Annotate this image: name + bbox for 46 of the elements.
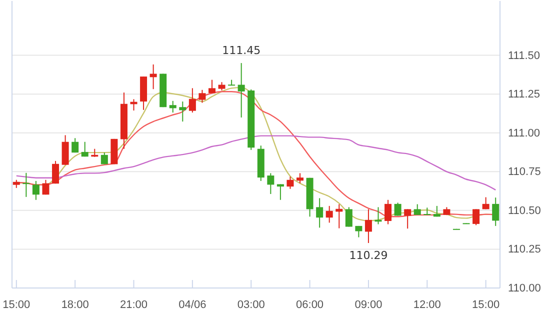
- candlestick: [267, 172, 274, 194]
- candlestick: [198, 89, 206, 104]
- annotation: 110.29: [349, 249, 388, 262]
- candlestick: [336, 204, 343, 229]
- candlestick: [81, 141, 88, 158]
- x-tick-label: 06:00: [296, 298, 324, 311]
- x-tick-label: 12:00: [413, 298, 441, 311]
- y-tick-label: 111.25: [508, 88, 540, 101]
- x-tick-label: 04/06: [178, 298, 206, 311]
- candlestick: [169, 100, 176, 114]
- candlestick: [364, 208, 372, 244]
- candlestick: [179, 101, 186, 122]
- candlestick: [32, 180, 40, 200]
- candlestick: [394, 202, 402, 216]
- candlestick: [404, 208, 412, 230]
- x-tick-label: 15:00: [2, 298, 30, 311]
- candlestick: [72, 138, 79, 154]
- candlestick: [286, 176, 294, 190]
- candlestick: [208, 79, 216, 94]
- candlestick: [345, 206, 352, 228]
- x-tick-label: 18:00: [61, 298, 89, 311]
- candlestick: [188, 88, 196, 114]
- y-tick-label: 111.50: [508, 50, 540, 62]
- candlestick: [42, 179, 50, 196]
- candlestick: [238, 62, 245, 118]
- x-tick-label: 03:00: [237, 298, 265, 311]
- candlestick: [276, 184, 284, 200]
- candlestick: [316, 198, 324, 228]
- candlestick: [472, 208, 480, 226]
- annotation: 111.45: [222, 44, 261, 58]
- x-tick-label: 21:00: [120, 298, 148, 311]
- y-tick-label: 111.00: [508, 127, 540, 140]
- candlestick: [326, 205, 333, 224]
- candlestick: [384, 199, 392, 225]
- candlestick: [296, 172, 304, 184]
- x-tick-label: 15:00: [472, 298, 500, 311]
- x-tick-label: 09:00: [354, 298, 382, 311]
- candlestick: [52, 160, 60, 184]
- y-tick-label: 110.25: [508, 244, 541, 256]
- y-tick-label: 110.50: [508, 204, 541, 217]
- candlestick: [62, 134, 69, 166]
- line-series: [16, 135, 496, 191]
- candlestick: [22, 172, 30, 198]
- y-tick-label: 110.75: [508, 166, 541, 178]
- y-tick-label: 110.00: [508, 282, 541, 295]
- candlestick: [414, 204, 421, 216]
